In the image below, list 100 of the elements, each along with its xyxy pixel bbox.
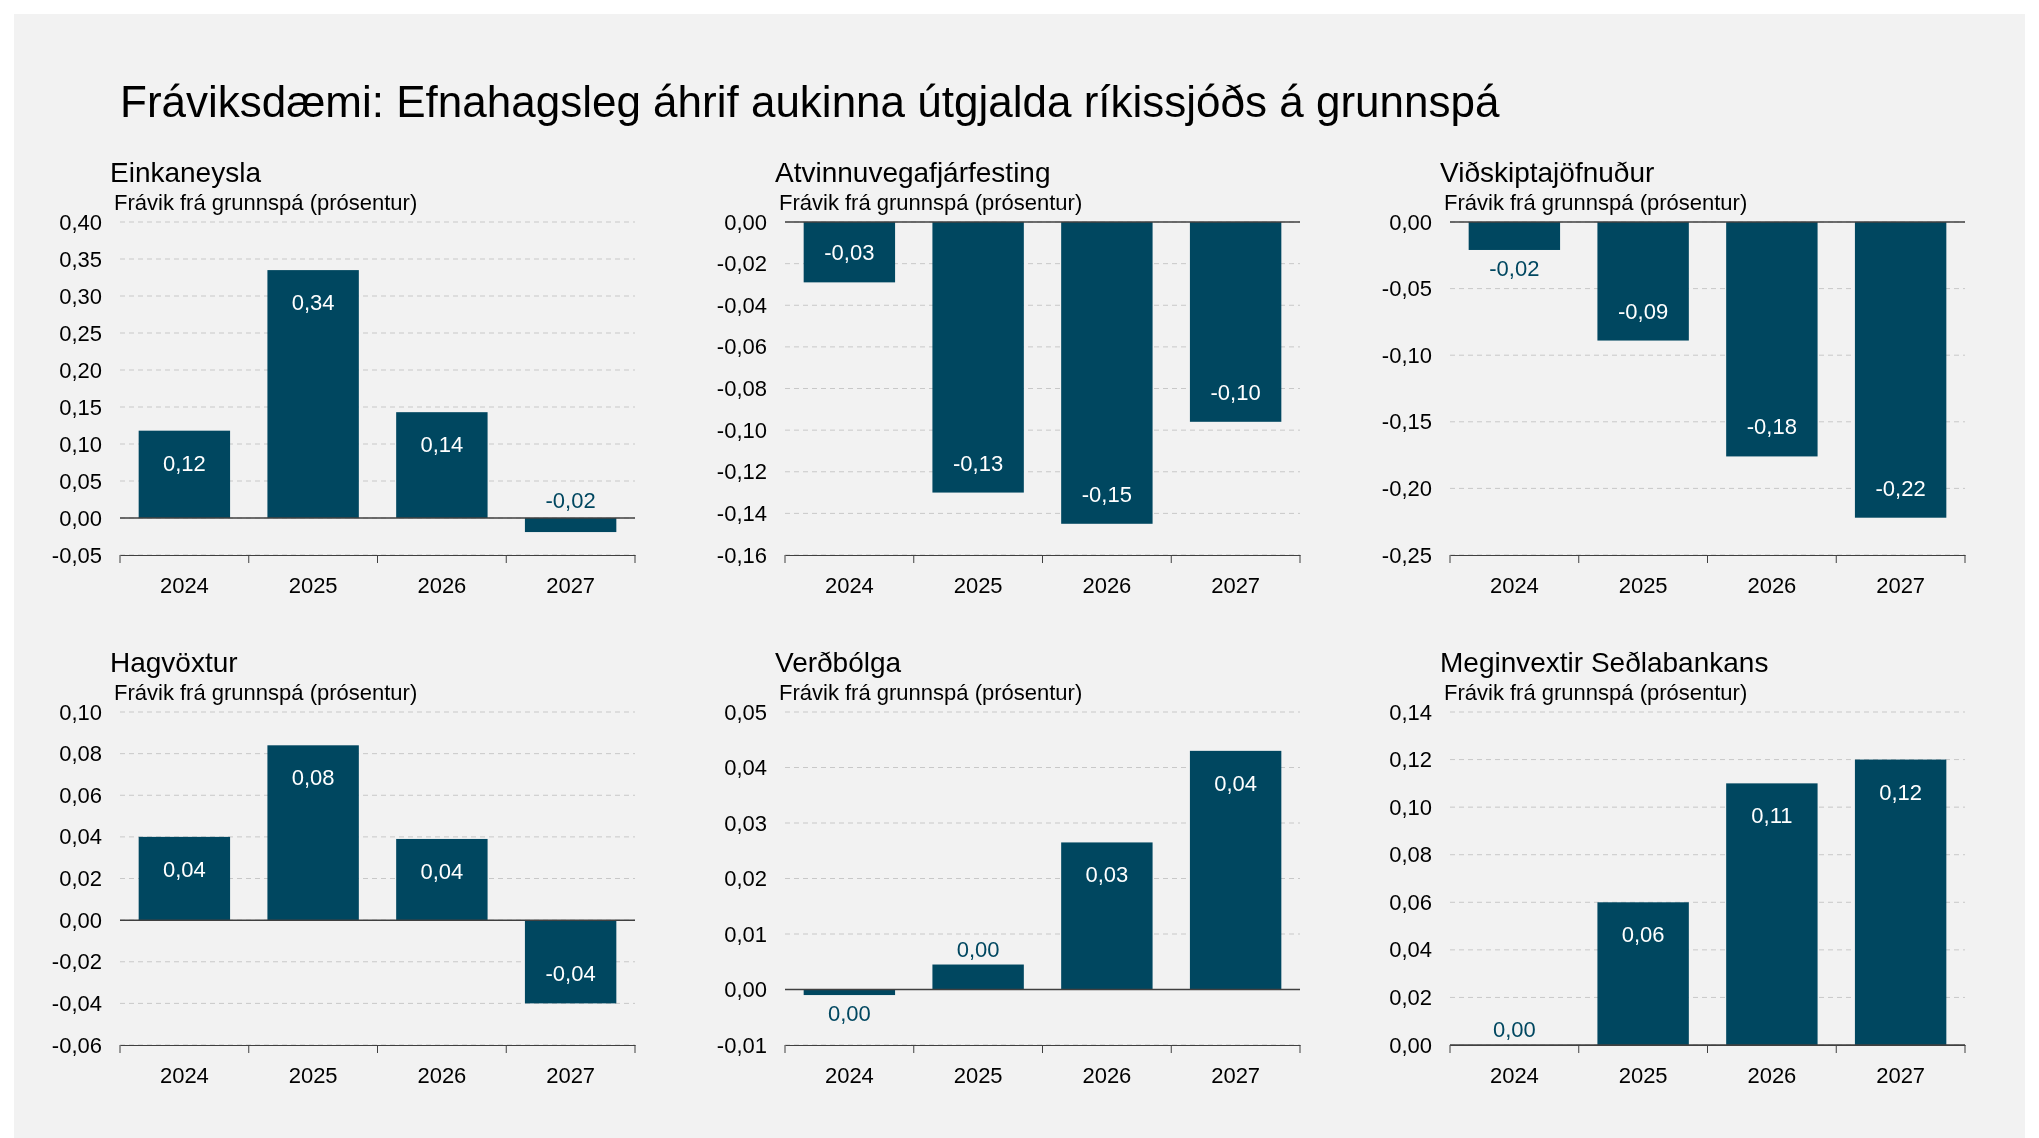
text: Fráviksdæmi: Efnahagsleg áhrif aukinna útgjalda ríkissjóðs á grunnspá [120,77,1500,126]
data-label: 0,04 [420,858,464,884]
y-tick-label: -0,01 [716,1032,767,1058]
bar [1597,902,1689,1045]
bar [1189,750,1282,990]
bar [396,412,488,518]
chart-title: Atvinnuvegafjárfesting [775,157,1051,188]
bar [524,518,617,533]
y-tick-label: 0,02 [724,866,767,892]
y-tick-label: -0,15 [1381,409,1432,435]
y-tick-label: 0,00 [59,505,102,531]
y-axis-title: Frávik frá grunnspá (prósentur) [779,680,1083,705]
chart-title: Einkaneysla [110,157,262,188]
y-tick-label: -0,02 [716,251,767,277]
y-tick-label: -0,25 [1381,542,1432,568]
y-tick-label: 0,14 [1389,699,1432,725]
y-tick-label: -0,04 [716,292,767,318]
data-label: 0,08 [291,765,335,791]
y-tick-label: 0,01 [724,921,767,947]
y-axis-title: Frávik frá grunnspá (prósentur) [1444,190,1748,215]
y-tick-label: 0,35 [59,246,102,272]
y-axis-title: Frávik frá grunnspá (prósentur) [1444,680,1748,705]
y-axis-title: Frávik frá grunnspá (prósentur) [114,190,418,215]
y-tick-label: 0,12 [1389,747,1432,773]
data-label: -0,18 [1746,414,1797,440]
y-tick-label: 0,00 [1389,1032,1432,1058]
data-label: 0,11 [1751,803,1793,829]
y-axis-title: Frávik frá grunnspá (prósentur) [114,680,418,705]
x-tick-label: 2027 [546,572,596,598]
chart-title: Meginvextir Seðlabankans [1440,647,1769,678]
bar [932,964,1024,990]
x-tick-label: 2027 [1211,572,1261,598]
y-tick-label: -0,04 [51,990,102,1016]
x-tick-label: 2025 [1618,1062,1668,1088]
bar [138,836,231,921]
x-tick-label: 2026 [417,572,467,598]
y-tick-label: -0,05 [1381,276,1432,302]
y-tick-label: 0,00 [59,907,102,933]
y-tick-label: -0,05 [51,542,102,568]
x-tick-label: 2026 [1747,1062,1797,1088]
y-tick-label: -0,20 [1381,475,1432,501]
x-tick-label: 2024 [824,572,874,598]
data-label: 0,12 [162,450,206,476]
bar [1726,783,1818,1045]
y-tick-label: 0,10 [1389,794,1432,820]
y-tick-label: 0,06 [1389,889,1432,915]
data-label: 0,04 [1214,770,1258,796]
data-label: 0,00 [827,1001,871,1027]
y-tick-label: 0,05 [59,468,102,494]
x-tick-label: 2024 [824,1062,874,1088]
y-tick-label: 0,25 [59,320,102,346]
y-tick-label: -0,08 [716,376,767,402]
x-tick-label: 2027 [1876,1062,1926,1088]
x-tick-label: 2024 [1489,1062,1539,1088]
data-label: 0,14 [420,432,464,458]
data-label: -0,15 [1081,481,1132,507]
data-label: -0,02 [1489,255,1540,281]
y-tick-label: 0,10 [59,699,102,725]
y-tick-label: -0,14 [716,500,767,526]
data-label: -0,10 [1210,379,1261,405]
y-tick-label: 0,04 [1389,937,1432,963]
y-tick-label: 0,08 [1389,842,1432,868]
y-tick-label: -0,02 [51,949,102,975]
data-label: -0,03 [824,240,875,266]
data-label: 0,06 [1621,922,1665,948]
y-tick-label: -0,06 [51,1032,102,1058]
x-tick-label: 2024 [159,572,209,598]
y-tick-label: 0,00 [724,977,767,1003]
bar [1061,842,1153,990]
y-tick-label: -0,16 [716,542,767,568]
y-tick-label: 0,06 [59,782,102,808]
y-tick-label: 0,10 [59,431,102,457]
y-tick-label: 0,08 [59,741,102,767]
bar [267,745,359,921]
data-label: -0,13 [953,450,1004,476]
x-tick-label: 2024 [159,1062,209,1088]
x-tick-label: 2026 [1082,572,1132,598]
bar [396,838,488,921]
y-tick-label: -0,10 [716,417,767,443]
bar [267,270,359,518]
bar [803,989,896,996]
bar [138,430,231,518]
y-tick-label: -0,10 [1381,342,1432,368]
x-tick-label: 2027 [1211,1062,1261,1088]
data-label: 0,03 [1085,862,1129,888]
data-label: 0,00 [1492,1017,1536,1042]
y-tick-label: 0,03 [724,810,767,836]
x-tick-label: 2025 [1618,572,1668,598]
x-tick-label: 2026 [1747,572,1797,598]
x-tick-label: 2026 [1082,1062,1132,1088]
bar [1854,759,1947,1045]
y-tick-label: 0,15 [59,394,102,420]
x-tick-label: 2025 [953,1062,1003,1088]
data-label: 0,00 [956,936,1000,962]
y-tick-label: 0,02 [1389,984,1432,1010]
y-axis-title: Frávik frá grunnspá (prósentur) [779,190,1083,215]
x-tick-label: 2024 [1489,572,1539,598]
y-tick-label: -0,06 [716,334,767,360]
bar [524,920,617,1004]
x-tick-label: 2027 [546,1062,596,1088]
